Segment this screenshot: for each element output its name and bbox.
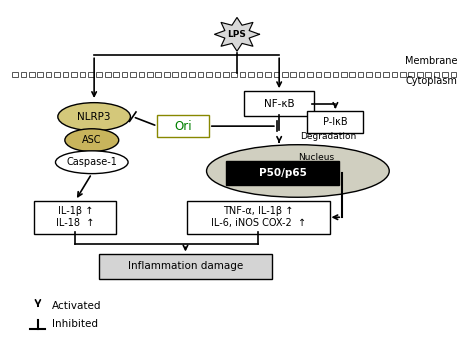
Text: ASC: ASC (82, 135, 101, 145)
FancyBboxPatch shape (307, 111, 364, 133)
Ellipse shape (58, 103, 130, 131)
Text: Inflammation damage: Inflammation damage (128, 261, 243, 271)
Text: Nucleus: Nucleus (299, 153, 335, 162)
Ellipse shape (65, 129, 118, 152)
Text: IL-1β ↑
IL-18  ↑: IL-1β ↑ IL-18 ↑ (56, 206, 95, 228)
Text: Ori: Ori (174, 120, 192, 133)
Text: P-IκB: P-IκB (323, 117, 348, 127)
Text: Inhibited: Inhibited (52, 319, 98, 330)
Polygon shape (215, 17, 259, 51)
Text: Activated: Activated (52, 301, 101, 311)
Ellipse shape (55, 151, 128, 174)
Text: NF-κB: NF-κB (264, 99, 294, 109)
FancyBboxPatch shape (99, 254, 272, 279)
FancyBboxPatch shape (157, 115, 209, 137)
FancyBboxPatch shape (187, 200, 329, 234)
FancyBboxPatch shape (35, 200, 117, 234)
Text: NLRP3: NLRP3 (77, 112, 111, 122)
Text: Membrane: Membrane (405, 56, 457, 66)
Text: Caspase-1: Caspase-1 (66, 157, 117, 167)
Text: Cytoplasm: Cytoplasm (405, 77, 457, 87)
Text: Degradation: Degradation (300, 132, 356, 141)
FancyBboxPatch shape (226, 161, 339, 185)
Text: TNF-α, IL-1β ↑
IL-6, iNOS COX-2  ↑: TNF-α, IL-1β ↑ IL-6, iNOS COX-2 ↑ (210, 206, 306, 228)
Ellipse shape (207, 145, 389, 197)
FancyBboxPatch shape (244, 91, 314, 116)
Text: LPS: LPS (228, 30, 246, 39)
Text: P50/p65: P50/p65 (258, 168, 306, 178)
